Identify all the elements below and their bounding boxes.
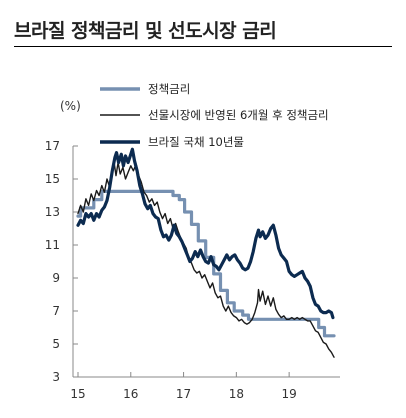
y-ticks: 3 5 7 9 11 13 15 17	[45, 139, 78, 384]
x-tick-label: 15	[70, 387, 85, 401]
y-tick-label: 15	[45, 172, 60, 186]
series-line-1	[77, 160, 335, 358]
x-tick-label: 18	[229, 387, 244, 401]
y-tick-label: 11	[45, 238, 60, 252]
y-tick-label: 17	[45, 139, 60, 153]
series-line-2	[76, 147, 335, 320]
legend: 정책금리 선물시장에 반영된 6개월 후 정책금리 브라질 국채 10년물	[100, 82, 329, 149]
x-tick-label: 19	[281, 387, 296, 401]
y-tick-label: 7	[52, 304, 60, 318]
series-line-0	[76, 189, 336, 338]
y-axis-unit-label: (%)	[60, 99, 81, 113]
series-lines	[76, 147, 336, 358]
x-ticks: 15 16 17 18 19	[70, 372, 297, 401]
y-tick-label: 3	[52, 370, 60, 384]
legend-label-series-0: 정책금리	[148, 82, 190, 96]
y-tick-label: 13	[45, 205, 60, 219]
y-tick-label: 5	[52, 337, 60, 351]
title-divider	[14, 46, 392, 47]
x-tick-label: 17	[176, 387, 191, 401]
legend-label-series-2: 브라질 국채 10년물	[148, 135, 244, 149]
y-tick-label: 9	[52, 271, 60, 285]
chart-title: 브라질 정책금리 및 선도시장 금리	[14, 20, 277, 42]
x-tick-label: 16	[123, 387, 138, 401]
legend-label-series-1: 선물시장에 반영된 6개월 후 정책금리	[148, 108, 329, 122]
